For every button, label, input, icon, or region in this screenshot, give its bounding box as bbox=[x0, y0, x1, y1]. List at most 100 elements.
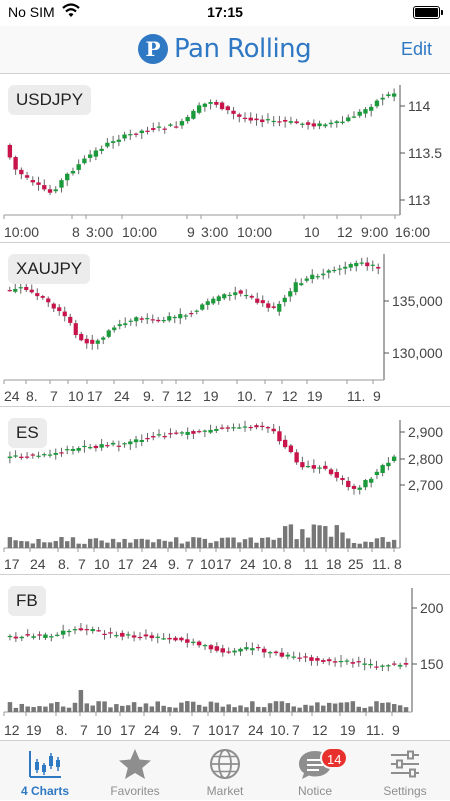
candle-body bbox=[304, 278, 309, 281]
y-tick-label: 114 bbox=[408, 98, 431, 114]
volume-bar bbox=[72, 702, 78, 712]
volume-bar bbox=[238, 705, 243, 712]
candle-body bbox=[293, 282, 298, 293]
candle-body bbox=[255, 298, 260, 303]
carrier-label: No SIM bbox=[8, 4, 55, 20]
tab-market[interactable]: Market bbox=[180, 741, 270, 801]
volume-bar bbox=[122, 538, 127, 548]
candle-body bbox=[254, 118, 259, 121]
chart-panel-fb[interactable]: 200 150 12 19 8. 7 10 17 24 9. 7 10 17 24 10. 7 12 19 11. 9… bbox=[0, 576, 450, 740]
candle-body bbox=[191, 431, 196, 434]
tab-settings[interactable]: Settings bbox=[360, 741, 450, 801]
candle-body bbox=[321, 273, 326, 276]
x-tick-label: 8 bbox=[72, 224, 80, 240]
candle-body bbox=[43, 634, 48, 638]
tab-notice[interactable]: 14 Notice bbox=[270, 741, 360, 801]
candle-body bbox=[65, 173, 70, 181]
candle-body bbox=[101, 337, 106, 340]
candle-body bbox=[174, 126, 179, 128]
volume-bar bbox=[65, 541, 70, 548]
candle-body bbox=[288, 291, 293, 297]
volume-bar bbox=[202, 538, 208, 548]
candle-body bbox=[315, 658, 320, 661]
candle-body bbox=[202, 645, 208, 647]
volume-bar bbox=[323, 526, 328, 548]
candle-body bbox=[365, 262, 370, 267]
symbol-label[interactable]: USDJPY bbox=[8, 85, 92, 115]
volume-bar bbox=[13, 707, 19, 712]
price-chart[interactable]: 135,000 130,000 24 8. 7 10 17 24 9. 7 12 19 10. 7 12 19… bbox=[0, 244, 450, 407]
symbol-label[interactable]: FB bbox=[8, 586, 46, 616]
candle-body bbox=[267, 652, 273, 654]
candle-body bbox=[40, 296, 45, 298]
volume-bar bbox=[297, 707, 302, 712]
volume-bar bbox=[19, 703, 25, 712]
x-tick-label: 17 bbox=[224, 722, 240, 738]
candle-body bbox=[116, 139, 122, 142]
x-tick-label: 17 bbox=[4, 556, 20, 572]
candle-body bbox=[208, 102, 213, 104]
candle-body bbox=[36, 455, 41, 457]
volume-bar bbox=[196, 537, 202, 548]
candle-body bbox=[305, 466, 311, 468]
candle-body bbox=[254, 425, 259, 428]
candle-body bbox=[403, 663, 409, 665]
volume-bar bbox=[55, 701, 60, 712]
candle-body bbox=[238, 648, 243, 652]
candle-body bbox=[279, 652, 285, 657]
candle-body bbox=[76, 164, 81, 170]
candle-body bbox=[47, 454, 53, 456]
volume-bar bbox=[386, 702, 391, 712]
chart-panel-usdjpy[interactable]: 114 113.5 113 10:00 8 3:00 10:00 9 3:00 10:00 10 12… bbox=[0, 75, 450, 243]
tab-4-charts[interactable]: 4 Charts bbox=[0, 741, 90, 801]
candle-body bbox=[220, 648, 226, 653]
tab-label: 4 Charts bbox=[20, 784, 70, 798]
candle-body bbox=[332, 661, 338, 663]
candle-body bbox=[72, 629, 78, 631]
edit-button[interactable]: Edit bbox=[400, 39, 432, 59]
candle-body bbox=[326, 270, 331, 273]
volume-bar bbox=[403, 707, 409, 712]
x-tick-label: 10 bbox=[94, 556, 110, 572]
candle-body bbox=[271, 428, 276, 432]
candle-body bbox=[200, 304, 205, 310]
tab-favorites[interactable]: Favorites bbox=[90, 741, 180, 801]
volume-bar bbox=[36, 538, 41, 548]
symbol-label[interactable]: XAUJPY bbox=[8, 254, 91, 284]
candle-body bbox=[370, 264, 375, 266]
candle-body bbox=[151, 128, 156, 130]
candle-body bbox=[87, 447, 93, 449]
price-chart[interactable]: 114 113.5 113 10:00 8 3:00 10:00 9 3:00 10:00 10 12… bbox=[0, 75, 450, 243]
volume-bar bbox=[70, 537, 76, 548]
volume-bar bbox=[273, 701, 279, 712]
candle-body bbox=[174, 432, 179, 434]
candle-body bbox=[376, 266, 381, 269]
candle-body bbox=[288, 121, 294, 123]
candle-body bbox=[110, 442, 116, 445]
candle-body bbox=[216, 296, 221, 302]
candle-body bbox=[151, 436, 156, 438]
volume-bar bbox=[226, 704, 231, 712]
volume-bar bbox=[219, 537, 225, 548]
tab-label: Market bbox=[206, 784, 244, 798]
candle-body bbox=[231, 110, 236, 114]
volume-bar bbox=[261, 707, 267, 712]
chart-panel-es[interactable]: 2,900 2,800 2,700 17 24 8. 7 10 17 24 9. 7 10 17 24 10.… bbox=[0, 408, 450, 575]
symbol-label[interactable]: ES bbox=[8, 418, 47, 448]
x-tick-label: 7 bbox=[78, 556, 86, 572]
chart-panel-xaujpy[interactable]: 135,000 130,000 24 8. 7 10 17 24 9. 7 12 19 10. 7 12 19… bbox=[0, 244, 450, 407]
candle-body bbox=[227, 294, 232, 296]
candle-body bbox=[303, 656, 308, 658]
candle-body bbox=[190, 641, 196, 643]
x-tick-label: 10 bbox=[96, 722, 112, 738]
candle-body bbox=[116, 445, 122, 447]
volume-bar bbox=[208, 701, 214, 712]
candle-body bbox=[13, 157, 18, 170]
candle-body bbox=[128, 441, 133, 445]
candle-body bbox=[114, 635, 119, 637]
volume-bar bbox=[315, 702, 320, 712]
candle-body bbox=[133, 133, 139, 135]
candle-body bbox=[340, 478, 345, 481]
